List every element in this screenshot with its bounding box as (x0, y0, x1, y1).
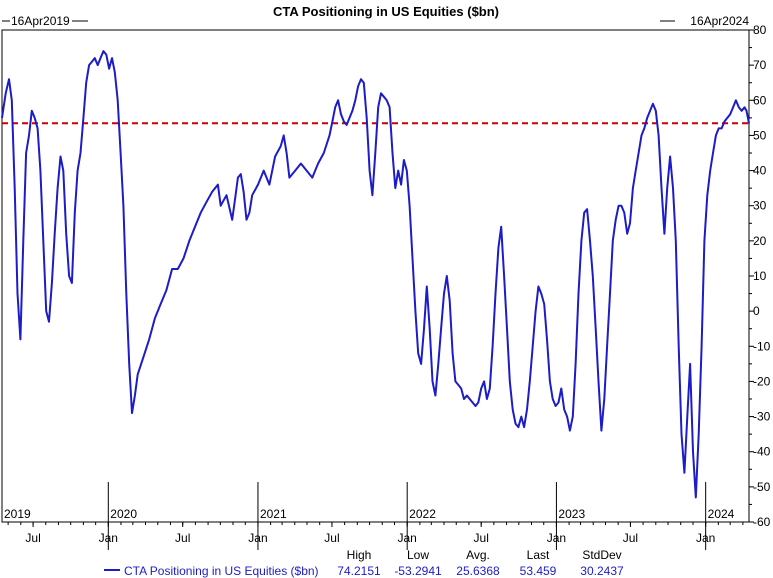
legend-stat-header: Last (527, 548, 550, 562)
y-tick-label: 70 (753, 58, 767, 72)
month-label: Jan (696, 531, 715, 545)
month-label: Jan (99, 531, 118, 545)
chart-title: CTA Positioning in US Equities ($bn) (273, 4, 499, 19)
month-label: Jan (398, 531, 417, 545)
y-tick-label: 80 (753, 23, 767, 37)
legend-stat-value: 25.6368 (456, 564, 500, 578)
end-date-label: 16Apr2024 (690, 14, 749, 28)
y-tick-label: 20 (753, 234, 767, 248)
legend-stats: High 74.2151 Low -53.2941 Avg. 25.6368 Last 53.… (337, 548, 624, 578)
year-label: 2022 (409, 507, 436, 521)
legend-stat-header: Low (407, 548, 429, 562)
month-label: Jan (547, 531, 566, 545)
y-tick-label: 0 (753, 304, 760, 318)
legend-stat-value: -53.2941 (394, 564, 442, 578)
y-tick-label: -30 (753, 410, 771, 424)
year-label: 2020 (110, 507, 137, 521)
year-label: 2021 (260, 507, 287, 521)
legend-stat-header: Avg. (466, 548, 490, 562)
y-tick-label: -40 (753, 445, 771, 459)
y-tick-label: -10 (753, 339, 771, 353)
legend-stat-value: 30.2437 (580, 564, 624, 578)
year-label: 2023 (558, 507, 585, 521)
start-date-label: 16Apr2019 (11, 14, 70, 28)
y-tick-label: 60 (753, 93, 767, 107)
legend-label: CTA Positioning in US Equities ($bn) (124, 564, 319, 578)
month-label: Jul (623, 531, 638, 545)
legend-stat-value: 53.459 (520, 564, 557, 578)
y-tick-label: 10 (753, 269, 767, 283)
legend-stat-value: 74.2151 (337, 564, 381, 578)
plot-frame (1, 29, 750, 523)
y-tick-label: -60 (753, 515, 771, 529)
month-label: Jan (248, 531, 267, 545)
y-tick-label: -20 (753, 374, 771, 388)
x-axis: 2019 2020 2021 2022 2023 2024 Jul Jan Jul Jan Jul J… (4, 482, 744, 550)
legend-stat-header: High (347, 548, 372, 562)
y-tick-label: -50 (753, 480, 771, 494)
legend: CTA Positioning in US Equities ($bn) Hig… (104, 548, 624, 578)
series-line (1, 50, 750, 499)
y-axis: 80 70 60 50 40 30 20 10 0 -10 -20 -30 -40 -50 -60 (749, 23, 771, 529)
year-label: 2019 (4, 507, 31, 521)
month-label: Jul (474, 531, 489, 545)
y-tick-label: 40 (753, 164, 767, 178)
month-label: Jul (324, 531, 339, 545)
month-label: Jul (175, 531, 190, 545)
month-label: Jul (25, 531, 40, 545)
y-tick-label: 30 (753, 199, 767, 213)
year-label: 2024 (708, 507, 735, 521)
series-layer (1, 50, 750, 499)
legend-stat-header: StdDev (582, 548, 621, 562)
y-tick-label: 50 (753, 128, 767, 142)
